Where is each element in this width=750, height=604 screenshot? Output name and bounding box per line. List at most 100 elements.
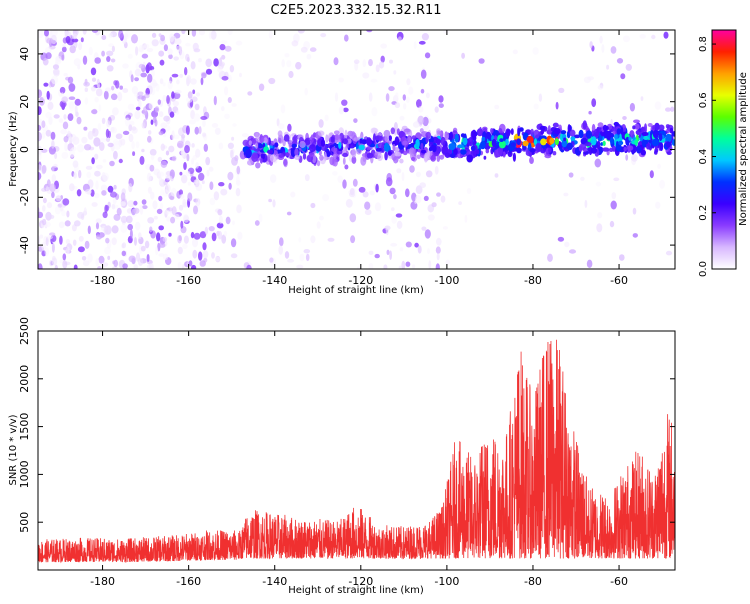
- heatmap-cell: [151, 32, 157, 38]
- heatmap-cell: [393, 70, 397, 75]
- heatmap-cell: [111, 237, 117, 246]
- snr-series: [38, 339, 675, 564]
- heatmap-cell: [385, 93, 390, 102]
- heatmap-cell: [62, 43, 66, 48]
- heatmap-cell: [101, 117, 106, 125]
- heatmap-cell: [342, 179, 347, 189]
- heatmap-cell: [602, 140, 606, 146]
- heatmap-cell: [62, 121, 69, 130]
- heatmap-cell: [51, 165, 55, 172]
- heatmap-cell: [609, 220, 615, 228]
- heatmap-cell: [620, 127, 624, 135]
- heatmap-cell: [287, 259, 295, 263]
- heatmap-cell: [162, 189, 169, 197]
- heatmap-cell: [83, 81, 90, 87]
- heatmap-cell: [258, 83, 265, 91]
- heatmap-cell: [120, 201, 126, 207]
- heatmap-cell: [548, 147, 552, 153]
- heatmap-cell: [364, 209, 372, 216]
- heatmap-cell: [198, 58, 202, 63]
- heatmap-cell: [568, 172, 574, 178]
- heatmap-cell: [277, 149, 281, 154]
- heatmap-cell: [69, 45, 76, 54]
- heatmap-cell: [61, 151, 69, 159]
- heatmap-cell: [175, 110, 180, 115]
- heatmap-cell: [349, 191, 356, 198]
- heatmap-cell: [563, 192, 569, 197]
- heatmap-cell: [86, 171, 92, 178]
- heatmap-cell: [55, 57, 62, 65]
- heatmap-cell: [118, 158, 123, 164]
- heatmap-cell: [538, 93, 543, 102]
- heatmap-cell: [64, 220, 71, 227]
- heatmap-cell: [286, 60, 292, 68]
- heatmap-cell: [616, 58, 624, 64]
- heatmap-cell: [231, 136, 235, 141]
- heatmap-cell: [69, 133, 77, 142]
- heatmap-cell: [52, 64, 60, 70]
- heatmap-cell: [61, 54, 65, 61]
- heatmap-cell: [107, 185, 114, 193]
- heatmap-cell: [290, 191, 296, 198]
- heatmap-cell: [74, 105, 78, 115]
- heatmap-cell: [189, 119, 196, 125]
- heatmap-cell: [261, 136, 265, 143]
- heatmap-cell: [309, 47, 317, 52]
- heatmap-cell: [350, 235, 356, 244]
- heatmap-cell: [113, 150, 118, 160]
- heatmap-cell: [120, 224, 128, 233]
- heatmap-cell: [464, 214, 468, 223]
- heatmap-cell: [620, 73, 626, 80]
- heatmap-cell: [38, 263, 43, 269]
- heatmap-cell: [42, 95, 47, 100]
- heatmap-cell: [422, 123, 430, 131]
- heatmap-cell: [38, 150, 42, 158]
- heatmap-cell: [445, 259, 451, 265]
- heatmap-cell: [66, 246, 70, 255]
- heatmap-cell: [424, 229, 431, 239]
- heatmap-cell: [629, 130, 635, 139]
- heatmap-cell: [127, 53, 133, 59]
- heatmap-cell: [519, 127, 524, 132]
- heatmap-cell: [591, 130, 595, 137]
- heatmap-cell: [377, 142, 384, 148]
- heatmap-cell: [46, 179, 51, 188]
- colorbar-tick-label: 0.4: [698, 149, 709, 165]
- heatmap-cell: [640, 126, 645, 133]
- heatmap-cell: [162, 82, 166, 87]
- heatmap-cell: [148, 102, 154, 110]
- heatmap-cell: [160, 143, 165, 151]
- heatmap-cell: [481, 136, 486, 142]
- heatmap-cell: [411, 156, 416, 161]
- snr-x-label: Height of straight line (km): [288, 585, 424, 596]
- heatmap-cell: [158, 176, 163, 185]
- heatmap-cell: [73, 264, 78, 269]
- heatmap-cell: [38, 172, 42, 181]
- heatmap-cell: [385, 177, 393, 187]
- heatmap-cell: [201, 72, 207, 79]
- heatmap-cell: [659, 142, 664, 152]
- heatmap-cell: [51, 191, 55, 199]
- heatmap-cell: [239, 72, 242, 78]
- heatmap-cell: [93, 137, 101, 147]
- heatmap-cell: [127, 103, 135, 111]
- heatmap-cell: [417, 115, 425, 125]
- heatmap-cell: [561, 139, 568, 148]
- heatmap-cell: [466, 187, 472, 195]
- heatmap-cell: [127, 223, 133, 231]
- heatmap-cell: [179, 194, 185, 199]
- heatmap-cell: [46, 90, 50, 100]
- heatmap-cell: [174, 89, 182, 94]
- heatmap-cell: [87, 225, 91, 235]
- chart-title: C2E5.2023.332.15.32.R11: [270, 3, 441, 18]
- heatmap-cell: [636, 145, 642, 154]
- heatmap-cell: [268, 77, 276, 85]
- heatmap-cell: [625, 63, 632, 71]
- heatmap-cell: [107, 142, 114, 148]
- heatmap-cell: [247, 91, 253, 96]
- y-tick-label: 0: [18, 146, 31, 153]
- x-tick-label: -100: [434, 274, 459, 287]
- heatmap-cell: [529, 148, 536, 153]
- heatmap-cell: [211, 252, 215, 259]
- heatmap-cell: [54, 152, 58, 159]
